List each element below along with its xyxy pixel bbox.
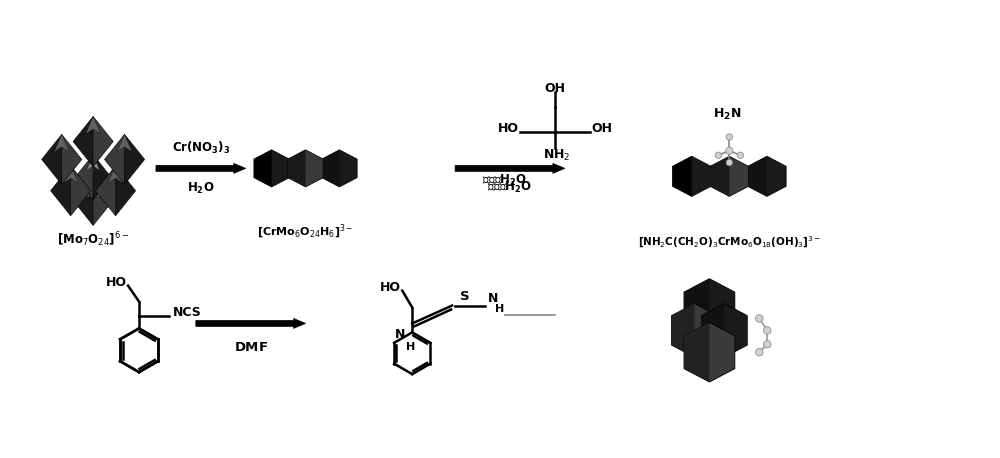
Text: 水热、$\mathbf{H_2O}$: 水热、$\mathbf{H_2O}$ [482,173,528,188]
Text: N: N [488,292,498,305]
Circle shape [755,349,763,356]
Circle shape [726,134,733,140]
FancyArrow shape [156,164,246,173]
Text: $\mathbf{Cr(NO_3)_3}$: $\mathbf{Cr(NO_3)_3}$ [172,140,230,157]
Polygon shape [73,116,93,167]
Polygon shape [93,116,113,167]
Polygon shape [117,134,132,152]
FancyArrow shape [455,164,565,173]
Text: [CrMo$_6$O$_{24}$H$_6$]$^{3-}$: [CrMo$_6$O$_{24}$H$_6$]$^{3-}$ [257,223,354,241]
Polygon shape [701,304,747,357]
Polygon shape [748,156,786,196]
Text: N: N [395,328,405,341]
Polygon shape [75,155,93,200]
Text: HO: HO [106,276,127,289]
Text: [NH$_2$C(CH$_2$O)$_3$CrMo$_6$O$_{18}$(OH)$_3$]$^{3-}$: [NH$_2$C(CH$_2$O)$_3$CrMo$_6$O$_{18}$(OH… [638,235,821,250]
Polygon shape [701,304,724,357]
Polygon shape [684,322,709,382]
Circle shape [763,340,771,348]
Polygon shape [93,155,111,200]
Polygon shape [288,150,323,187]
Polygon shape [684,279,709,338]
Text: HO: HO [380,281,401,294]
Text: $\mathbf{H_2N}$: $\mathbf{H_2N}$ [713,107,742,122]
Polygon shape [684,279,735,338]
Circle shape [737,152,744,158]
Polygon shape [710,156,749,196]
Polygon shape [254,150,272,187]
Polygon shape [116,166,136,216]
Text: H: H [406,342,415,352]
Text: NH$_2$: NH$_2$ [543,147,570,163]
Text: HO: HO [497,121,518,135]
Circle shape [726,147,733,154]
Polygon shape [63,166,78,183]
Polygon shape [95,166,116,216]
FancyArrow shape [196,318,306,328]
Polygon shape [125,134,145,185]
Text: S: S [460,289,470,303]
Polygon shape [710,156,729,196]
Circle shape [755,315,763,322]
Text: $\mathbf{DMF}$: $\mathbf{DMF}$ [234,341,268,354]
Text: H: H [495,305,504,315]
Polygon shape [76,183,93,225]
Circle shape [715,152,722,158]
Text: [Mo$_7$O$_{24}$]$^{6-}$: [Mo$_7$O$_{24}$]$^{6-}$ [57,230,129,249]
Polygon shape [672,304,717,357]
Polygon shape [108,166,123,183]
Circle shape [726,159,733,166]
Circle shape [763,327,771,334]
Polygon shape [86,155,100,170]
Polygon shape [288,150,306,187]
Polygon shape [322,150,357,187]
Polygon shape [54,134,69,152]
Polygon shape [672,304,694,357]
Text: 水热、$\mathbf{H_2O}$: 水热、$\mathbf{H_2O}$ [487,180,533,196]
Polygon shape [254,150,289,187]
Polygon shape [748,156,767,196]
Polygon shape [684,322,735,382]
Polygon shape [51,166,71,216]
Polygon shape [673,156,711,196]
Text: OH: OH [591,121,612,135]
Text: $\mathbf{H_2O}$: $\mathbf{H_2O}$ [187,181,215,196]
Polygon shape [93,183,110,225]
Polygon shape [322,150,339,187]
Text: OH: OH [544,82,565,95]
Text: NCS: NCS [173,306,202,320]
Polygon shape [42,134,62,185]
Polygon shape [86,116,101,134]
Polygon shape [62,134,82,185]
Polygon shape [104,134,125,185]
Polygon shape [87,183,100,198]
Polygon shape [71,166,91,216]
Polygon shape [673,156,692,196]
